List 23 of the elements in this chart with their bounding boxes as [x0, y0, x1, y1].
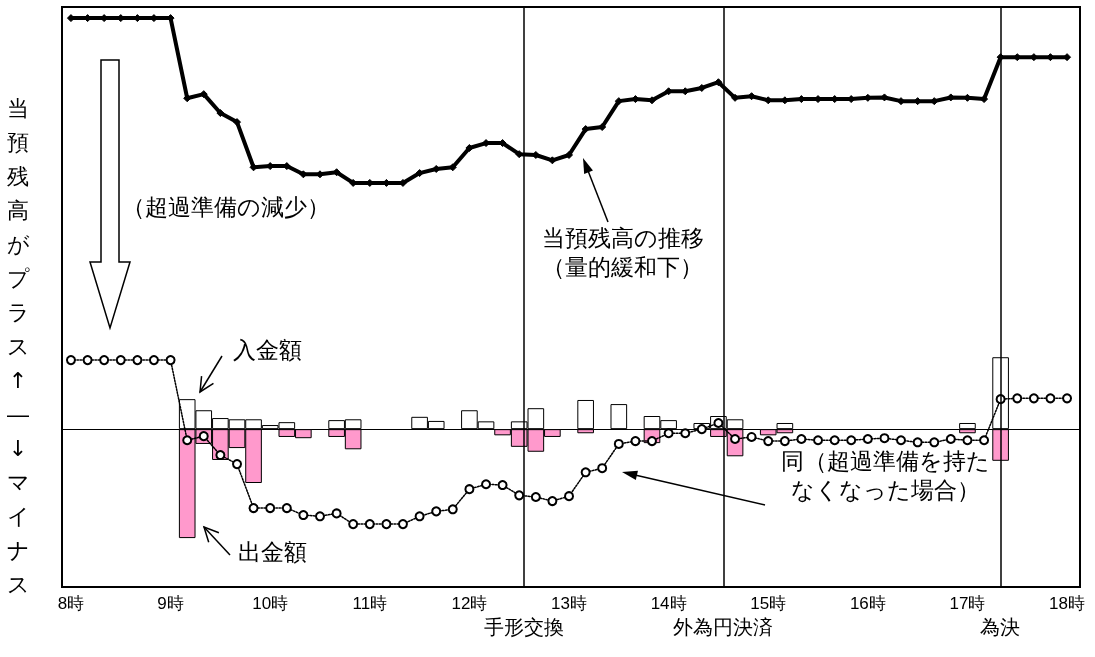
bar: [577, 399, 594, 430]
x-tick-label: 14時: [650, 594, 687, 613]
ref-line-label: 外為円決済: [673, 616, 774, 638]
text: 入金額: [233, 336, 302, 365]
x-tick-label: 16時: [849, 594, 886, 613]
x-tick-label: 12時: [451, 594, 488, 613]
x-tick-label: 8時: [57, 594, 85, 613]
x-tick-label: 13時: [551, 594, 587, 613]
x-tick-label: 18時: [1049, 594, 1086, 613]
x-tick-label: 9時: [157, 594, 184, 613]
ref-line-label: 為決: [980, 616, 1021, 638]
annotation: （超過準備の減少）: [122, 193, 330, 222]
x-tick-label: 11時: [352, 594, 388, 613]
text: 当預残高の推移（量的緩和下）: [540, 224, 705, 282]
text: 当預残高がプラス↑―↓マイナス: [6, 96, 30, 597]
ref-line-label: 手形交換: [484, 616, 565, 638]
bar: [959, 422, 976, 430]
x-tick-label: 10時: [252, 594, 289, 613]
legend-label: 出金額: [238, 538, 307, 567]
bar: [776, 422, 794, 430]
series-label: 同（超過準備を持たなくなった場合）: [779, 447, 991, 505]
x-tick-label: 15時: [750, 594, 787, 613]
x-tick-label: 17時: [949, 594, 986, 613]
